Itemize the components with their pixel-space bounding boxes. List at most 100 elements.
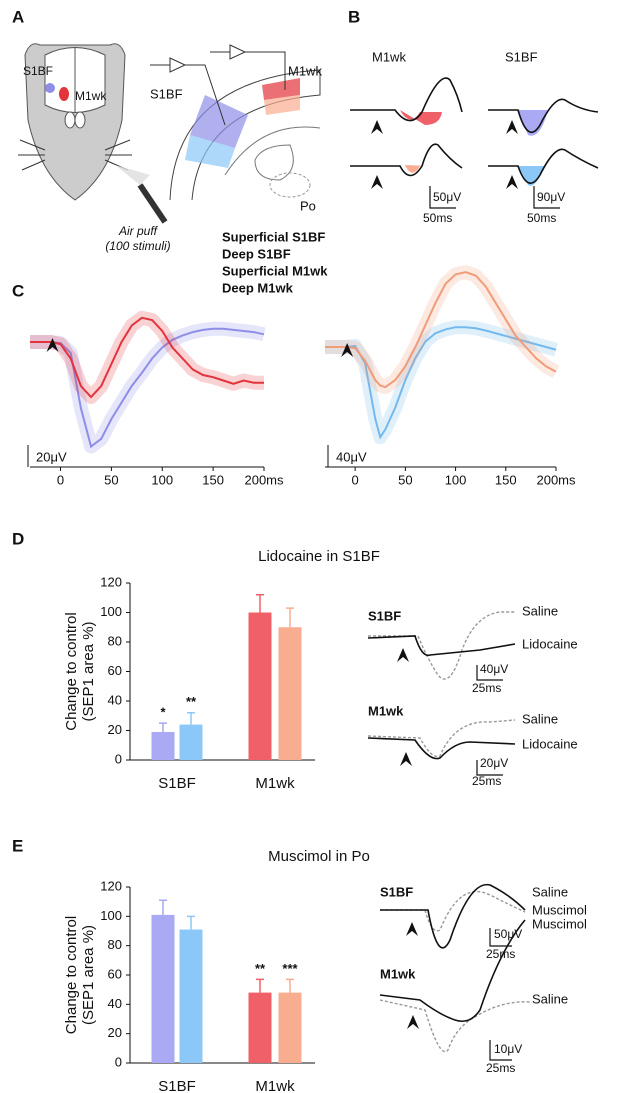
inset-label: Muscimol [532,902,587,917]
y-tick-label: 60 [108,966,122,981]
x-tick-label: 100 [151,472,173,487]
scale-label: 25ms [486,1061,515,1075]
y-tick-label: 0 [115,751,122,766]
error-bar [286,607,294,628]
error-bar [159,722,167,732]
bar [248,992,272,1063]
chart-title: Muscimol in Po [268,848,370,865]
scale-label: 20μV [480,756,508,770]
panel-label: A [12,7,24,26]
electrode-label: S1BF [150,86,183,101]
panel-label: E [12,836,23,855]
x-tick-label: 150 [202,472,224,487]
significance-label: * [160,705,166,720]
stimulus-label: (100 stimuli) [105,239,170,253]
region-label: S1BF [23,64,53,78]
panel-label: D [12,529,24,548]
error-bar [159,899,167,915]
inset-label: M1wk [368,703,404,718]
y-axis-label: Change to control [63,916,80,1034]
x-tick-label: 50 [398,472,412,487]
bar [151,914,175,1063]
y-tick-label: 60 [108,663,122,678]
scale-label: 40μV [336,449,367,464]
scale-label: 40μV [480,662,508,676]
y-tick-label: 120 [100,574,122,589]
series-line [30,316,264,399]
panel-label: C [12,281,24,300]
bar [278,992,302,1063]
scale-label: 10μV [494,1042,522,1056]
trace-title: M1wk [372,49,406,64]
series-line [325,271,557,389]
mouse-diagram [18,43,168,224]
y-axis-label: (SEP1 area %) [80,925,97,1025]
inset-label: S1BF [380,884,413,899]
series-line [30,327,265,449]
scale-label: 25ms [472,681,501,695]
x-tick-label: 100 [445,472,467,487]
scale-label: 90μV [537,190,565,204]
inset-traces [379,883,531,1061]
y-tick-label: 0 [115,1054,122,1069]
y-axis-label: (SEP1 area %) [80,621,97,721]
inset-label: Lidocaine [522,736,578,751]
panel-label: B [348,7,360,26]
stimulus-label: Air puff [118,224,159,238]
example-traces [350,77,599,209]
y-tick-label: 100 [100,908,122,923]
y-tick-label: 40 [108,692,122,707]
x-tick-label: 50 [104,472,118,487]
error-bar [187,712,195,725]
x-tick-label: M1wk [255,1078,295,1093]
significance-label: ** [255,961,266,976]
scale-label: 20μV [36,449,67,464]
error-bar [286,978,294,993]
legend-entry: Superficial S1BF [222,229,325,244]
scale-label: 25ms [472,774,501,788]
coronal-diagram [150,44,321,201]
y-tick-label: 80 [108,633,122,648]
significance-label: ** [186,694,197,709]
inset-label: M1wk [380,966,416,981]
region-label: M1wk [75,89,107,103]
x-tick-label: 200ms [536,472,576,487]
bar [278,627,302,760]
inset-traces [367,611,516,776]
x-tick-label: 0 [57,472,64,487]
electrode-label: M1wk [288,63,322,78]
inset-label: Saline [522,711,558,726]
y-tick-label: 20 [108,1025,122,1040]
x-tick-label: 0 [352,472,359,487]
y-tick-label: 20 [108,722,122,737]
inset-label: Lidocaine [522,636,578,651]
bar [179,724,203,760]
scale-label: 50μV [433,190,461,204]
error-bar [256,594,264,613]
x-tick-label: M1wk [255,775,295,792]
x-tick-label: S1BF [158,775,196,792]
chart-title: Lidocaine in S1BF [258,548,380,565]
error-bar [256,978,264,993]
x-tick-label: S1BF [158,1078,196,1093]
error-bar [187,915,195,930]
inset-label: Saline [522,603,558,618]
inset-label: Saline [532,884,568,899]
bar [179,929,203,1063]
y-tick-label: 80 [108,937,122,952]
trace-title: S1BF [505,49,538,64]
region-label: Po [300,198,316,213]
inset-label: S1BF [368,608,401,623]
scale-label: 50ms [527,211,556,225]
y-tick-label: 40 [108,996,122,1011]
y-axis-label: Change to control [63,612,80,730]
inset-label: Saline [532,991,568,1006]
scale-label: 50ms [423,211,452,225]
inset-label: Muscimol [532,916,587,931]
legend-entry: Deep S1BF [222,246,291,261]
x-tick-label: 200ms [244,472,284,487]
y-tick-label: 100 [100,604,122,619]
legend-entry: Deep M1wk [222,280,294,295]
bar [151,731,175,760]
